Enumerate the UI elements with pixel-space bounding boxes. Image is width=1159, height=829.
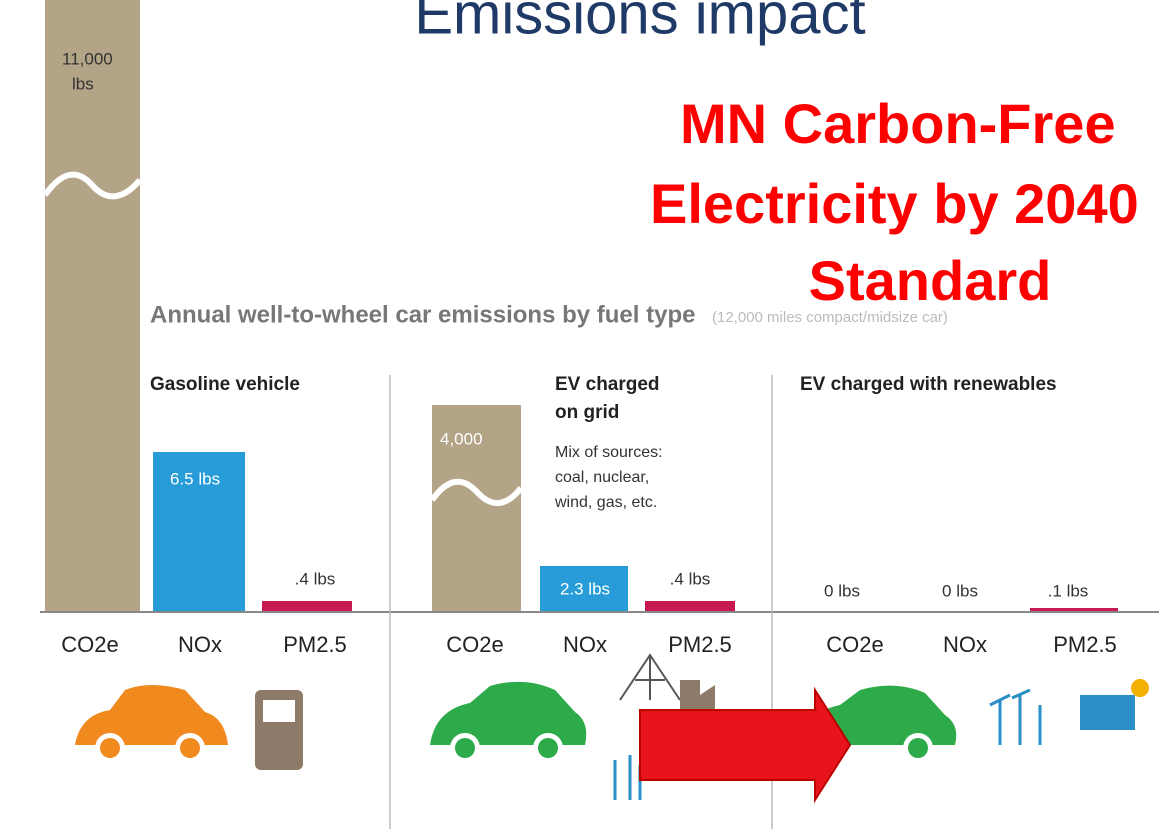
category-label: NOx — [563, 632, 607, 657]
title: Emissions impact — [414, 0, 865, 46]
panels: Gasoline vehicle CO2e NOx PM2.5 11,000 lbs 6.5… — [61, 49, 1117, 656]
panel-note: coal, nuclear, — [555, 469, 649, 486]
overlay-line: Electricity by 2040 — [650, 172, 1139, 235]
bar-pm — [645, 601, 735, 612]
subtitle: Annual well-to-wheel car emissions by fu… — [150, 301, 695, 328]
category-label: CO2e — [826, 632, 883, 657]
bar-co2e — [432, 405, 521, 612]
category-label: PM2.5 — [668, 632, 732, 657]
category-label: CO2e — [446, 632, 503, 657]
category-label: NOx — [178, 632, 222, 657]
icons — [75, 653, 1149, 804]
tower-icon — [619, 653, 681, 701]
bar-break — [42, 171, 143, 200]
value-label: 0 lbs — [942, 581, 978, 600]
category-label: CO2e — [61, 632, 118, 657]
bar-break — [429, 478, 524, 506]
value-label: 11,000 — [62, 49, 113, 68]
solar-icon — [1080, 695, 1135, 730]
overlay: MN Carbon-Free Electricity by 2040 Stand… — [650, 92, 1139, 312]
bar-nox — [153, 452, 245, 612]
bar-co2e — [45, 0, 140, 612]
value-label: 0 lbs — [824, 581, 860, 600]
subtitle-note: (12,000 miles compact/midsize car) — [712, 309, 948, 326]
value-label: .1 lbs — [1048, 581, 1089, 600]
sun-icon — [1131, 679, 1149, 697]
value-label: 2.3 lbs — [560, 579, 610, 598]
arrow — [639, 686, 852, 804]
value-label: .4 lbs — [670, 569, 711, 588]
category-label: NOx — [943, 632, 987, 657]
panel-heading: on grid — [555, 402, 619, 423]
category-label: PM2.5 — [283, 632, 347, 657]
category-label: PM2.5 — [1053, 632, 1117, 657]
panel-heading: Gasoline vehicle — [150, 374, 300, 395]
value-label: 6.5 lbs — [170, 469, 220, 488]
car-icon — [430, 681, 587, 763]
value-label: .4 lbs — [295, 569, 336, 588]
bar-nox — [540, 566, 628, 612]
turbine-icon — [989, 688, 1042, 745]
pump-icon — [263, 700, 295, 722]
panel-heading: EV charged — [555, 374, 660, 395]
panel-heading: EV charged with renewables — [800, 374, 1057, 395]
bars — [42, 0, 1118, 612]
overlay-line: Standard — [809, 249, 1052, 312]
value-label: lbs — [72, 74, 94, 93]
panel-note: Mix of sources: — [555, 444, 663, 461]
bar-pm — [262, 601, 352, 612]
panel-note: wind, gas, etc. — [554, 494, 657, 511]
overlay-line: MN Carbon-Free — [680, 92, 1116, 155]
value-label: 4,000 — [440, 429, 483, 448]
car-icon — [75, 685, 228, 763]
bar-pm — [1030, 608, 1118, 612]
